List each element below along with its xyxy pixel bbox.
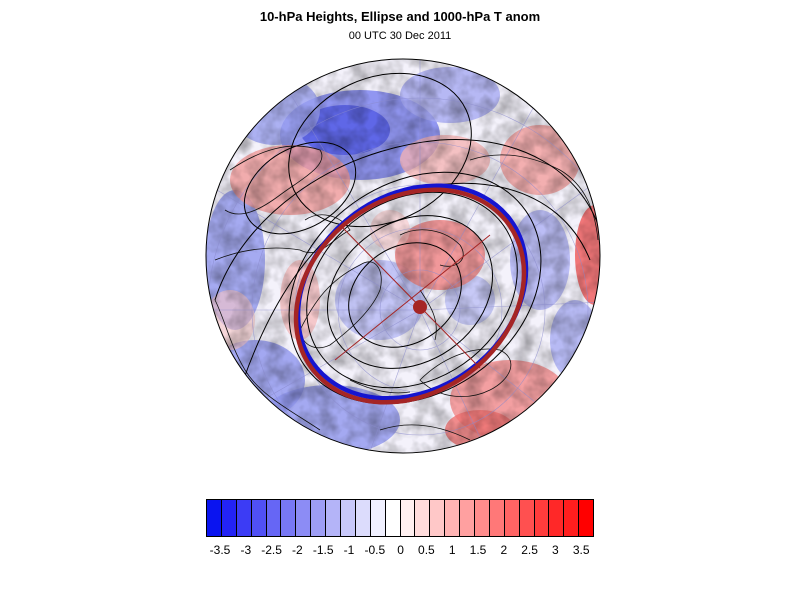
colorbar-box	[460, 500, 476, 536]
colorbar-box	[564, 500, 580, 536]
colorbar-label: -2.5	[261, 543, 282, 557]
colorbar-box	[579, 500, 594, 536]
colorbar-label: -1.5	[312, 543, 334, 557]
colorbar-box	[266, 500, 282, 536]
chart-title: 10-hPa Heights, Ellipse and 1000-hPa T a…	[259, 9, 541, 24]
colorbar-label: -3	[240, 543, 252, 557]
colorbar-box	[355, 500, 371, 536]
colorbar-label: -3.5	[209, 543, 231, 557]
colorbar-box	[370, 500, 386, 536]
colorbar-box	[207, 500, 222, 536]
colorbar	[206, 499, 594, 537]
colorbar-labels: -3.5 -3 -2.5 -2 -1.5 -1 -0.5 0 0.5 1 1.5 2 2.5 3 3.5	[0, 543, 800, 561]
ellipse-axes	[334, 224, 491, 369]
colorbar-label: -0.5	[364, 543, 386, 557]
colorbar-label: 1	[448, 543, 456, 557]
colorbar-box	[341, 500, 356, 536]
colorbar-box	[415, 500, 431, 536]
colorbar-label: 3	[552, 543, 559, 557]
colorbar-label: 0	[397, 543, 404, 557]
colorbar-label: 2	[500, 543, 508, 557]
colorbar-box	[385, 500, 401, 536]
colorbar-label: 3.5	[572, 543, 590, 557]
chart-subtitle: 00 UTC 30 Dec 2011	[348, 30, 452, 42]
colorbar-label: 2.5	[521, 543, 538, 557]
colorbar-box	[221, 500, 237, 536]
colorbar-box	[326, 500, 342, 536]
colorbar-label: -2	[292, 543, 303, 557]
colorbar-box	[251, 500, 267, 536]
colorbar-label: 1.5	[469, 543, 487, 557]
colorbar-box	[549, 500, 565, 536]
red-ellipse	[293, 187, 527, 405]
colorbar-box	[519, 500, 535, 536]
colorbar-box	[311, 500, 327, 536]
colorbar-box	[236, 500, 252, 536]
colorbar-box	[534, 500, 550, 536]
colorbar-box	[281, 500, 297, 536]
colorbar-label: 0.5	[418, 543, 435, 557]
colorbar-box	[504, 500, 520, 536]
colorbar-box	[445, 500, 461, 536]
colorbar-box	[400, 500, 416, 536]
map-border	[205, 58, 601, 454]
ellipse-center-marker	[413, 300, 427, 314]
colorbar-box	[430, 500, 446, 536]
colorbar-label: -1	[343, 543, 355, 557]
colorbar-box	[296, 500, 312, 536]
colorbar-box	[475, 500, 490, 536]
colorbar-box	[489, 500, 505, 536]
temperature-anomaly-field	[206, 59, 600, 453]
